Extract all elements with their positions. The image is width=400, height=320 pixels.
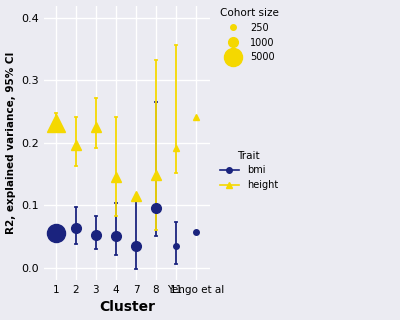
X-axis label: Cluster: Cluster — [99, 300, 155, 315]
Y-axis label: R2, explained variance, 95% CI: R2, explained variance, 95% CI — [6, 52, 16, 234]
Legend: bmi, height: bmi, height — [217, 148, 281, 193]
